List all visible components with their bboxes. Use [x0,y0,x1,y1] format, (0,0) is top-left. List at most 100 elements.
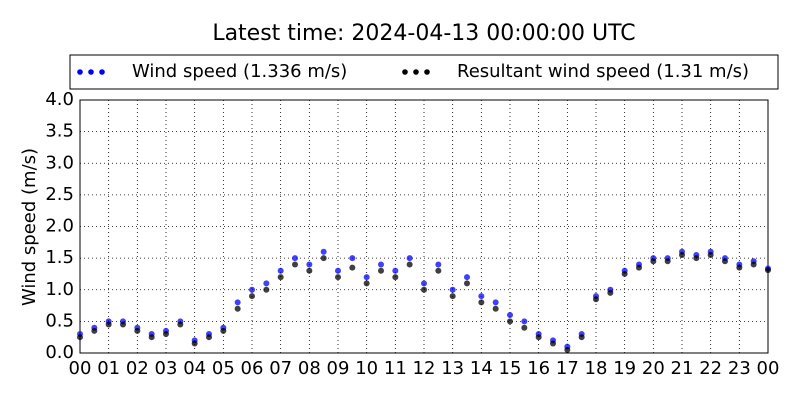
legend-box [69,54,779,90]
point [335,274,341,281]
x-tick-label: 09 [327,358,350,379]
point [435,261,442,268]
point [177,321,184,328]
point [220,327,227,334]
y-tick-label: 2.5 [45,184,74,205]
point [292,255,298,262]
legend-marker [88,69,94,75]
point [550,340,556,347]
y-tick-label: 3.5 [45,121,74,142]
point [77,334,83,341]
x-tick-label: 07 [269,358,292,379]
y-tick-label: 2.0 [45,216,74,237]
point [277,274,284,281]
point [679,251,685,258]
point [478,293,485,300]
point [148,334,155,341]
y-tick-label: 0.5 [45,310,74,331]
point [163,331,169,338]
point [636,264,642,271]
point [191,340,198,347]
x-tick-label: 00 [69,358,92,379]
x-tick-label: 06 [241,358,264,379]
point [449,286,456,293]
point [234,305,241,312]
x-tick-label: 16 [527,358,550,379]
x-tick-label: 08 [298,358,321,379]
point [492,299,499,306]
point [707,251,714,258]
chart-title: Latest time: 2024-04-13 00:00:00 UTC [212,21,635,46]
x-tick-label: 14 [470,358,493,379]
x-tick-label: 00 [757,358,780,379]
x-tick-label: 04 [183,358,206,379]
x-tick-label: 01 [97,358,120,379]
point [378,267,384,274]
x-tick-label: 15 [499,358,522,379]
point [306,261,313,268]
point [249,293,255,300]
point [363,280,370,287]
point [722,258,728,265]
legend-marker [413,69,419,75]
y-tick-label: 3.0 [45,152,74,173]
point [206,334,212,341]
legend-marker [402,69,408,75]
point [277,267,284,274]
y-tick-label: 1.0 [45,279,74,300]
x-tick-label: 18 [585,358,608,379]
point [392,267,399,274]
point [492,305,499,312]
point [507,318,513,325]
point [120,321,126,328]
point [249,286,255,293]
x-tick-label: 22 [699,358,722,379]
y-axis-label: Wind speed (m/s) [19,148,40,306]
point [535,334,542,341]
y-tick-label: 4.0 [45,89,74,110]
x-tick-label: 23 [728,358,751,379]
x-tick-label: 11 [384,358,407,379]
point [134,327,141,334]
x-tick-label: 05 [212,358,235,379]
point [349,264,356,271]
point [621,270,628,277]
point [406,255,413,262]
point [378,261,384,268]
point [507,312,513,319]
legend-label: Wind speed (1.336 m/s) [132,61,347,82]
point [349,255,356,262]
legend-marker [77,69,83,75]
point [392,274,399,281]
point [765,267,771,274]
x-tick-label: 19 [613,358,636,379]
point [320,248,327,255]
point [363,274,370,281]
point [435,267,442,274]
point [521,318,528,325]
point [464,274,470,281]
point [593,296,599,303]
point [449,293,456,300]
point [736,264,743,271]
x-tick-label: 12 [413,358,436,379]
point [464,280,470,287]
point [335,267,341,274]
point [693,255,700,262]
x-tick-label: 20 [642,358,665,379]
y-tick-label: 1.5 [45,247,74,268]
x-tick-label: 02 [126,358,149,379]
point [650,258,657,265]
point [750,261,757,268]
point [234,299,241,306]
point [564,346,571,353]
point [320,255,327,262]
legend-label: Resultant wind speed (1.31 m/s) [457,61,749,82]
point [478,299,485,306]
legend-marker [424,69,430,75]
point [91,327,98,334]
x-tick-label: 21 [671,358,694,379]
point [421,286,427,293]
x-tick-label: 17 [556,358,579,379]
